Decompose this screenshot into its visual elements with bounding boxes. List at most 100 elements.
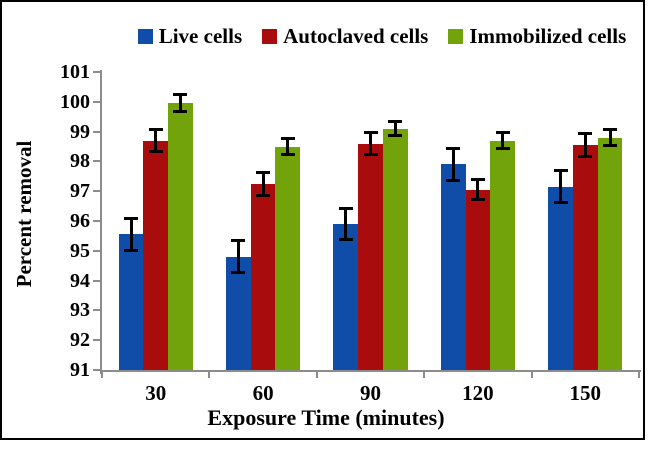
error-bar-cap-top xyxy=(446,146,461,150)
error-bar-cap-top xyxy=(148,128,163,132)
error-bar-stem xyxy=(393,121,397,137)
error-bar-cap-top xyxy=(553,169,568,173)
y-tick-label: 92 xyxy=(70,329,90,352)
error-bar-stem xyxy=(369,132,372,155)
error-bar-cap-bottom xyxy=(603,143,617,147)
y-axis-title: Percent removal xyxy=(12,140,36,288)
error-bar-cap-bottom xyxy=(470,198,485,202)
error-bar-stem xyxy=(129,218,133,251)
y-tick xyxy=(93,190,100,193)
y-tick xyxy=(93,220,100,222)
legend-label: Live cells xyxy=(158,23,243,48)
legend-item: Immobilized cells xyxy=(448,24,626,49)
error-bar-cap-bottom xyxy=(553,201,568,205)
error-bar-stem xyxy=(286,138,290,155)
error-bar-cap-bottom xyxy=(124,248,138,252)
error-bar-cap-top xyxy=(578,132,593,136)
error-bar-stem xyxy=(344,207,348,241)
legend-swatch-icon xyxy=(448,28,464,44)
error-bar-cap-bottom xyxy=(363,152,378,156)
error-bar-stem xyxy=(559,170,563,204)
bar-live-cells xyxy=(333,223,359,370)
error-bar-cap-top xyxy=(470,178,485,182)
error-bar-cap-bottom xyxy=(338,238,353,242)
error-bar-stem xyxy=(476,179,480,201)
error-bar-cap-bottom xyxy=(446,178,461,182)
error-bar-cap-top xyxy=(338,206,353,210)
x-axis-line xyxy=(100,370,641,372)
x-tick xyxy=(638,372,640,378)
error-bar-stem xyxy=(236,240,240,274)
y-tick-label: 100 xyxy=(60,90,90,113)
error-bar-cap-top xyxy=(388,120,403,124)
bar-immobilized-cells xyxy=(382,128,408,370)
error-bar-cap-bottom xyxy=(148,149,163,153)
bar-immobilized-cells xyxy=(490,140,515,370)
y-tick xyxy=(93,160,100,163)
error-bar-stem xyxy=(501,131,505,150)
error-bar-stem xyxy=(451,147,455,181)
x-tick xyxy=(423,372,426,378)
y-tick xyxy=(93,130,100,133)
error-bar-cap-bottom xyxy=(256,193,271,197)
error-bar-cap-bottom xyxy=(280,152,295,156)
x-tick xyxy=(208,372,211,378)
y-tick xyxy=(93,309,100,312)
y-tick xyxy=(93,249,100,252)
y-tick xyxy=(93,339,100,342)
error-bar-stem xyxy=(608,129,612,146)
y-tick-label: 99 xyxy=(70,120,90,143)
x-tick xyxy=(315,372,318,378)
y-tick-label: 95 xyxy=(70,239,90,262)
y-tick-label: 93 xyxy=(70,299,90,322)
bar-live-cells xyxy=(118,234,144,370)
chart-frame: Live cells Autoclaved cells Immobilized ce… xyxy=(0,0,645,440)
bar-autoclaved-cells xyxy=(465,189,491,370)
error-bar-cap-top xyxy=(280,137,295,141)
y-tick xyxy=(93,71,100,73)
bar-autoclaved-cells xyxy=(572,145,598,370)
error-bar-cap-top xyxy=(603,128,617,132)
error-bar-stem xyxy=(154,129,158,152)
bar-immobilized-cells xyxy=(168,103,193,370)
y-tick-label: 101 xyxy=(60,61,90,83)
error-bar-cap-top xyxy=(363,131,378,135)
error-bar-cap-top xyxy=(173,93,188,97)
x-category-label: 150 xyxy=(569,381,602,405)
y-tick-label: 98 xyxy=(70,150,90,173)
bar-immobilized-cells xyxy=(275,146,301,370)
y-tick-label: 91 xyxy=(70,359,90,381)
error-bar-cap-top xyxy=(231,239,246,243)
x-axis-title: Exposure Time (minutes) xyxy=(207,405,445,430)
error-bar-cap-bottom xyxy=(388,134,403,138)
x-category-label: 60 xyxy=(252,381,274,405)
bar-live-cells xyxy=(226,256,251,370)
error-bar-cap-bottom xyxy=(495,147,510,151)
bar-autoclaved-cells xyxy=(143,140,169,370)
error-bar-stem xyxy=(583,133,587,157)
error-bar-cap-top xyxy=(124,217,138,221)
bar-autoclaved-cells xyxy=(250,183,276,370)
error-bar-cap-top xyxy=(495,130,510,134)
error-bar-cap-bottom xyxy=(231,271,246,275)
bar-live-cells xyxy=(440,164,466,370)
bar-live-cells xyxy=(548,186,573,370)
error-bar-cap-bottom xyxy=(173,110,188,114)
error-bar-cap-top xyxy=(256,170,271,174)
legend-swatch-icon xyxy=(137,28,153,44)
x-category-label: 90 xyxy=(360,381,381,405)
y-tick-label: 94 xyxy=(70,269,90,292)
legend-item: Live cells xyxy=(137,23,243,49)
y-tick xyxy=(93,100,100,103)
legend-item: Autoclaved cells xyxy=(262,24,428,49)
y-tick xyxy=(93,279,100,282)
error-bar-stem xyxy=(178,94,182,113)
x-tick xyxy=(101,372,103,378)
y-tick xyxy=(93,369,100,371)
x-tick xyxy=(530,372,533,378)
chart-legend: Live cells Autoclaved cells Immobilized ce… xyxy=(122,22,642,50)
bar-autoclaved-cells xyxy=(358,143,383,370)
error-bar-cap-bottom xyxy=(578,154,593,158)
y-axis-line xyxy=(100,70,102,374)
